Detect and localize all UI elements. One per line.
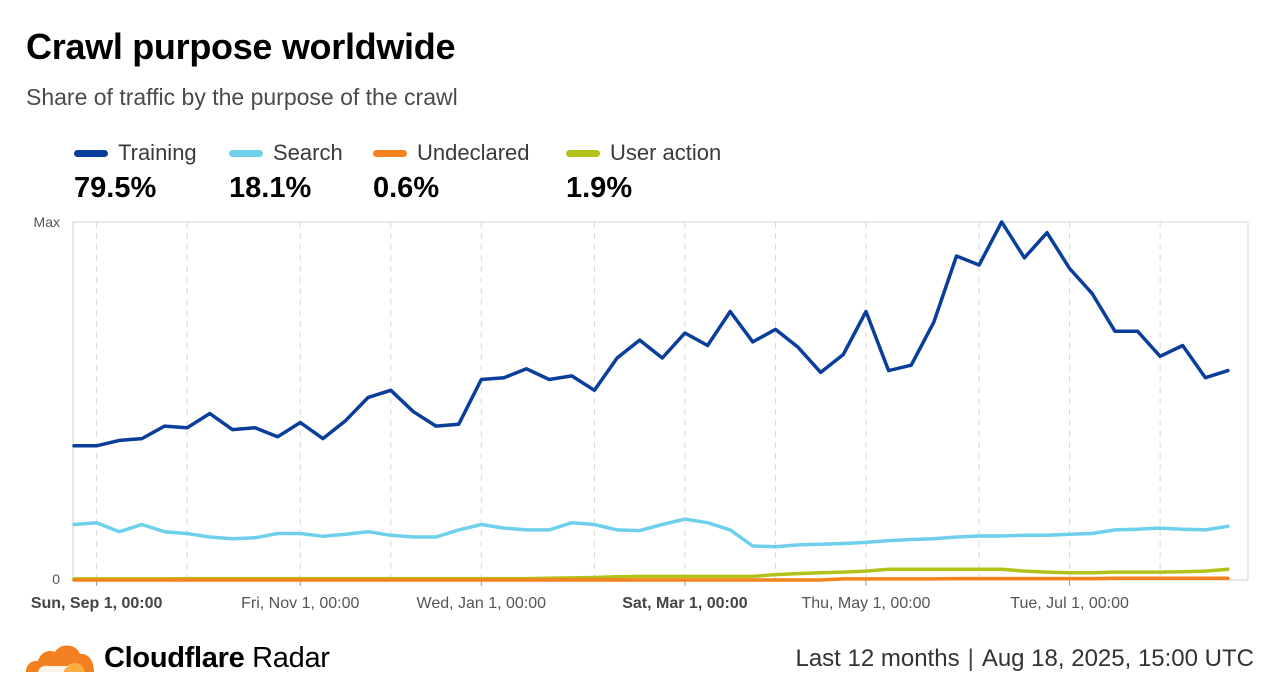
series-line-undeclared (72, 576, 1230, 582)
chart-subtitle: Share of traffic by the purpose of the c… (26, 84, 458, 110)
series-line-search (72, 517, 1230, 549)
x-tick-label: Sun, Sep 1, 00:00 (31, 595, 163, 612)
brand: Cloudflare Radar (24, 640, 330, 676)
legend-item-training[interactable]: Training 79.5% (74, 140, 229, 205)
legend-label-user-action: User action (610, 140, 722, 165)
chart-title: Crawl purpose worldwide (26, 26, 456, 67)
y-tick-label-zero: 0 (52, 571, 60, 587)
x-tick-label: Wed, Jan 1, 00:00 (417, 595, 547, 612)
legend: Training 79.5% Search 18.1% Undeclared 0… (74, 140, 766, 205)
x-tick-label: Tue, Jul 1, 00:00 (1010, 595, 1129, 612)
time-range: Last 12 months (795, 645, 960, 672)
series-line-training (72, 220, 1230, 448)
legend-value-search: 18.1% (229, 172, 312, 204)
x-tick-label: Thu, May 1, 00:00 (801, 595, 930, 612)
legend-item-user-action[interactable]: User action 1.9% (566, 140, 766, 205)
brand-name-light: Radar (244, 641, 330, 674)
legend-swatch-user-action (566, 149, 600, 157)
legend-value-user-action: 1.9% (566, 172, 633, 204)
legend-item-undeclared[interactable]: Undeclared 0.6% (373, 140, 566, 205)
legend-value-undeclared: 0.6% (373, 172, 440, 204)
legend-swatch-undeclared (373, 149, 407, 157)
x-tick-label: Sat, Mar 1, 00:00 (622, 595, 748, 612)
timestamp: Aug 18, 2025, 15:00 UTC (981, 645, 1254, 672)
x-tick-label: Fri, Nov 1, 00:00 (241, 595, 359, 612)
footer-meta: Last 12 months | Aug 18, 2025, 15:00 UTC (795, 645, 1254, 673)
y-tick-label-max: Max (34, 214, 60, 230)
legend-value-training: 79.5% (74, 172, 157, 204)
brand-name-bold: Cloudflare (104, 641, 245, 674)
brand-name: Cloudflare Radar (104, 642, 330, 675)
legend-swatch-training (74, 149, 108, 157)
legend-label-training: Training (118, 140, 197, 165)
line-chart: Max 0 Sun, Sep 1, 00:00 Fri, Nov 1, 00:00 We… (31, 214, 1249, 612)
cloudflare-logo-icon (26, 645, 94, 672)
footer-separator: | (967, 645, 974, 672)
legend-swatch-search (229, 149, 263, 157)
legend-label-search: Search (273, 140, 343, 165)
legend-label-undeclared: Undeclared (417, 140, 530, 165)
legend-item-search[interactable]: Search 18.1% (229, 140, 373, 205)
